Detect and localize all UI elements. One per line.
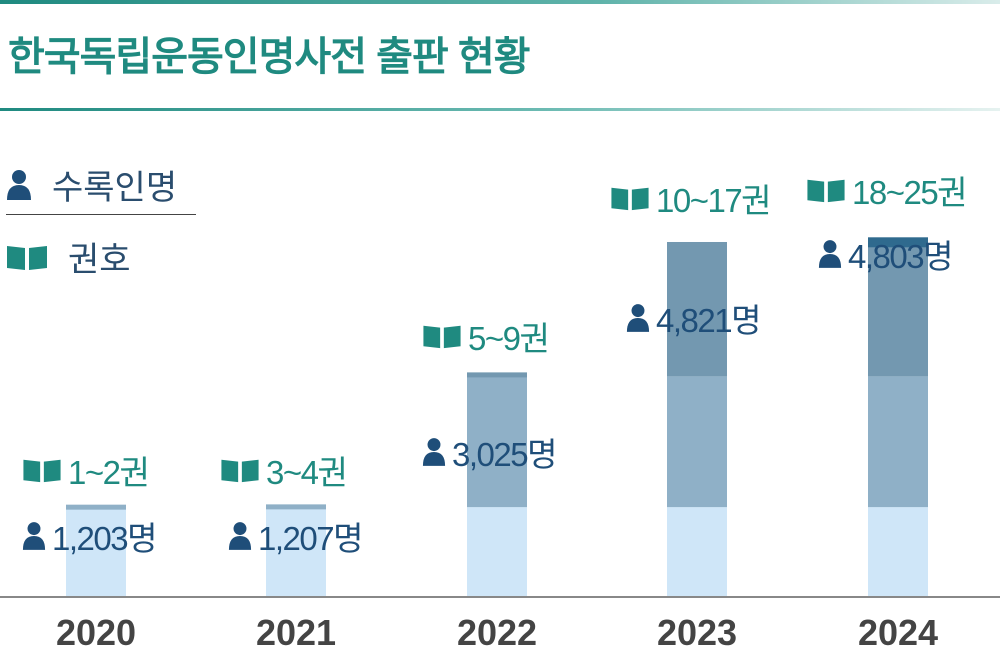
volume-label-text: 5~9권: [468, 320, 550, 357]
volume-label: 1~2권: [22, 446, 150, 494]
top-accent-rule: [0, 0, 1000, 4]
legend-people: 수록인명: [6, 160, 177, 209]
person-icon: [22, 522, 46, 550]
person-icon: [626, 304, 650, 332]
legend-divider: [6, 214, 196, 215]
page-title: 한국독립운동인명사전 출판 현황: [8, 35, 530, 79]
bar-segment: [467, 507, 527, 596]
bar-segment: [266, 508, 326, 596]
people-count-text: 1,207명: [258, 520, 363, 557]
bar-total-cap: [868, 237, 928, 248]
volume-label-text: 3~4권: [266, 454, 348, 491]
people-count-label: 4,821명: [626, 294, 761, 342]
bar-segment: [667, 376, 727, 508]
book-icon: [807, 179, 845, 203]
bar-segment: [66, 508, 126, 596]
bar-total-cap: [667, 241, 727, 247]
bar-segment: [868, 507, 928, 596]
book-icon: [7, 245, 47, 270]
bar-segment: [667, 245, 727, 377]
person-icon: [818, 240, 842, 268]
people-count-label: 4,803명: [818, 230, 953, 278]
legend-volumes-label: 권호: [68, 241, 131, 279]
people-count-text: 4,803명: [848, 238, 953, 275]
volume-label: 18~25권: [806, 166, 968, 214]
volume-label-text: 18~25권: [852, 174, 968, 211]
book-icon: [221, 459, 259, 483]
book-icon: [23, 459, 61, 483]
bar-total-cap: [66, 504, 126, 510]
volume-label-text: 10~17권: [656, 182, 772, 219]
x-tick-label: 2022: [456, 612, 538, 653]
legend-volumes: 권호: [6, 232, 131, 281]
person-icon: [422, 438, 446, 466]
x-tick-label: 2020: [55, 612, 137, 653]
bar-segment: [667, 507, 727, 596]
book-icon: [423, 325, 461, 349]
volume-label: 3~4권: [220, 446, 348, 494]
people-count-text: 4,821명: [656, 302, 761, 339]
person-icon: [7, 169, 31, 200]
people-count-text: 3,025명: [452, 436, 557, 473]
title-rule: [0, 108, 1000, 111]
volume-label: 10~17권: [610, 174, 772, 222]
people-count-label: 1,203명: [22, 512, 157, 560]
person-icon: [228, 522, 252, 550]
x-tick-label: 2021: [255, 612, 337, 653]
people-count-label: 3,025명: [422, 428, 557, 476]
volume-label-text: 1~2권: [68, 454, 150, 491]
bar-total-cap: [467, 372, 527, 378]
volume-label: 5~9권: [422, 312, 550, 360]
legend-people-label: 수록인명: [52, 169, 178, 207]
bar-segment: [868, 376, 928, 508]
bar-segment: [467, 376, 527, 508]
bar-total-cap: [266, 504, 326, 510]
people-count-label: 1,207명: [228, 512, 363, 560]
x-tick-label: 2023: [656, 612, 738, 653]
book-icon: [611, 187, 649, 211]
bar-segment: [868, 245, 928, 377]
x-tick-label: 2024: [857, 612, 939, 653]
people-count-text: 1,203명: [52, 520, 157, 557]
